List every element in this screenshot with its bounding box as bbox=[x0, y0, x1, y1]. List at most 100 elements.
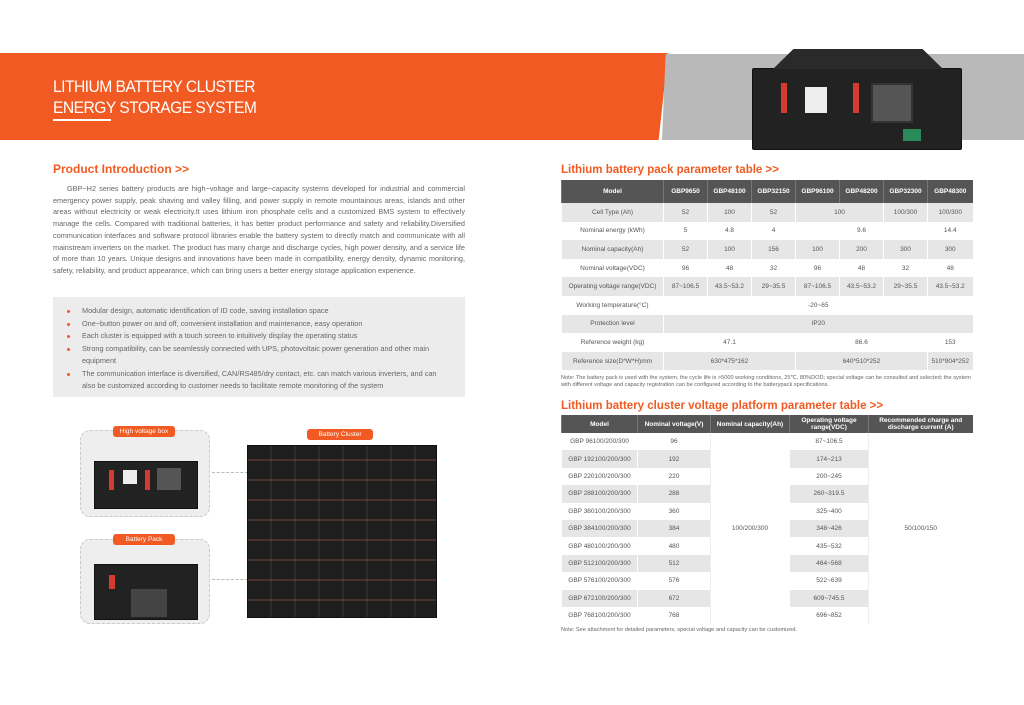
table-row: Reference size(D*W*H)mm 630*475*162 640*51… bbox=[561, 351, 973, 371]
table-cell: 48 bbox=[839, 258, 884, 278]
table-row: Protection level IP20 bbox=[561, 314, 973, 334]
table-cell: 86.6 bbox=[795, 333, 928, 352]
page-title: LITHIUM BATTERY CLUSTER ENERGY STORAGE SY… bbox=[53, 76, 257, 118]
capacity-cell: 100/200/300 bbox=[710, 433, 790, 625]
table-cell: 4 bbox=[751, 221, 796, 241]
column-header: Model bbox=[561, 180, 664, 203]
model-cell: GBP 192100/200/300 bbox=[561, 450, 638, 468]
range-cell: 464~568 bbox=[789, 554, 869, 573]
table-cell: 43.5~53.2 bbox=[927, 277, 973, 296]
table-cell: 52 bbox=[663, 203, 708, 222]
table-cell: 640*510*252 bbox=[795, 351, 928, 371]
pack-table-heading: Lithium battery pack parameter table >> bbox=[561, 164, 779, 176]
model-cell: GBP 512100/200/300 bbox=[561, 554, 638, 573]
table-row: GBP 96100/200/300 96 100/200/300 87~106.5 50… bbox=[561, 433, 973, 625]
table-cell: 52 bbox=[751, 203, 796, 222]
cluster-parameter-table: Model Nominal voltage(V) Nominal capacity(… bbox=[561, 415, 973, 625]
column-header: Recommended charge and discharge current… bbox=[868, 415, 973, 433]
row-label: Nominal voltage(VDC) bbox=[561, 258, 664, 278]
voltage-cell: 512 bbox=[637, 554, 711, 573]
voltage-cell: 288 bbox=[637, 485, 711, 503]
table-cell: 200 bbox=[839, 240, 884, 259]
row-label: Reference weight (kg) bbox=[561, 333, 664, 352]
range-cell: 609~745.5 bbox=[789, 589, 869, 607]
intro-heading: Product Introduction >> bbox=[53, 162, 190, 176]
table-cell: IP20 bbox=[663, 314, 973, 334]
feature-item: One−button power on and off, convenient … bbox=[67, 318, 445, 331]
battery-cluster-image bbox=[247, 445, 437, 618]
column-header: GBP96100 bbox=[795, 180, 840, 203]
table-cell: 5 bbox=[663, 221, 708, 241]
table-row: GBP 480100/200/300 480 435~532 bbox=[561, 537, 973, 555]
row-label: Protection level bbox=[561, 314, 664, 334]
table-cell: 87~106.5 bbox=[663, 277, 708, 296]
table-row: GBP 768100/200/300 768 696~852 bbox=[561, 606, 973, 625]
row-label: Cell Type (Ah) bbox=[561, 203, 664, 222]
model-cell: GBP 96100/200/300 bbox=[561, 433, 638, 451]
table-cell: 43.5~53.2 bbox=[707, 277, 752, 296]
header-band bbox=[0, 53, 668, 140]
table-cell: -20~65 bbox=[663, 295, 973, 315]
table-cell: 100/300 bbox=[883, 203, 928, 222]
table-cell: 510*904*252 bbox=[927, 351, 973, 371]
table-cell: 4.8 bbox=[707, 221, 752, 241]
table-cell: 52 bbox=[663, 240, 708, 259]
table-cell: 87~106.5 bbox=[795, 277, 840, 296]
voltage-cell: 96 bbox=[637, 433, 711, 451]
table-cell: 100 bbox=[707, 203, 752, 222]
row-label: Operating voltage range(VDC) bbox=[561, 277, 664, 296]
range-cell: 696~852 bbox=[789, 606, 869, 625]
column-header: Nominal capacity(Ah) bbox=[710, 415, 790, 433]
table-cell: 100 bbox=[795, 240, 840, 259]
column-header: GBP9650 bbox=[663, 180, 708, 203]
range-cell: 200~245 bbox=[789, 467, 869, 486]
model-cell: GBP 576100/200/300 bbox=[561, 572, 638, 590]
row-label: Nominal energy (kWh) bbox=[561, 221, 664, 241]
table-cell: 100/300 bbox=[927, 203, 973, 222]
column-header: Operating voltage range(VDC) bbox=[789, 415, 869, 433]
voltage-cell: 360 bbox=[637, 502, 711, 520]
current-cell: 50/100/150 bbox=[868, 433, 973, 625]
voltage-cell: 384 bbox=[637, 519, 711, 538]
battery-cluster-label: Battery Cluster bbox=[307, 429, 373, 440]
table-row: GBP 192100/200/300 192 174~213 bbox=[561, 450, 973, 468]
table-row: Nominal capacity(Ah) 52 100 156 100 200 300 300 bbox=[561, 240, 973, 259]
table-cell: 96 bbox=[795, 258, 840, 278]
table-row: GBP 672100/200/300 672 609~745.5 bbox=[561, 589, 973, 607]
range-cell: 522~639 bbox=[789, 572, 869, 590]
table-row: GBP 384100/200/300 384 348~426 bbox=[561, 519, 973, 538]
table-cell: 100 bbox=[707, 240, 752, 259]
feature-item: Modular design, automatic identification… bbox=[67, 305, 445, 318]
table-header-row: Model Nominal voltage(V) Nominal capacity(… bbox=[561, 415, 973, 433]
cluster-table-heading: Lithium battery cluster voltage platform… bbox=[561, 400, 884, 412]
range-cell: 174~213 bbox=[789, 450, 869, 468]
column-header: GBP48100 bbox=[707, 180, 752, 203]
model-cell: GBP 672100/200/300 bbox=[561, 589, 638, 607]
cluster-table-note: Note: See attachment for detailed parame… bbox=[561, 627, 798, 633]
table-row: Operating voltage range(VDC) 87~106.5 43.5… bbox=[561, 277, 973, 296]
title-underline bbox=[53, 119, 111, 121]
range-cell: 348~426 bbox=[789, 519, 869, 538]
table-cell: 9.6 bbox=[795, 221, 928, 241]
voltage-cell: 220 bbox=[637, 467, 711, 486]
row-label: Working temperature(°C) bbox=[561, 295, 664, 315]
feature-item: Strong compatibility, can be seamlessly … bbox=[67, 343, 445, 368]
model-cell: GBP 384100/200/300 bbox=[561, 519, 638, 538]
feature-item: The communication interface is diversifi… bbox=[67, 368, 445, 393]
table-row: Nominal energy (kWh) 5 4.8 4 9.6 14.4 bbox=[561, 221, 973, 241]
range-cell: 260~319.5 bbox=[789, 485, 869, 503]
pack-table-note: Note: The battery pack is used with the … bbox=[561, 375, 971, 388]
table-row: GBP 220100/200/300 220 200~245 bbox=[561, 467, 973, 486]
table-cell: 156 bbox=[751, 240, 796, 259]
hv-box-label: High voltage box bbox=[113, 426, 175, 437]
model-cell: GBP 480100/200/300 bbox=[561, 537, 638, 555]
table-cell: 96 bbox=[663, 258, 708, 278]
voltage-cell: 480 bbox=[637, 537, 711, 555]
model-cell: GBP 768100/200/300 bbox=[561, 606, 638, 625]
hv-box-card bbox=[80, 430, 210, 517]
model-cell: GBP 220100/200/300 bbox=[561, 467, 638, 486]
range-cell: 87~106.5 bbox=[789, 433, 869, 451]
table-row: Nominal voltage(VDC) 96 48 32 96 48 32 48 bbox=[561, 258, 973, 278]
voltage-cell: 768 bbox=[637, 606, 711, 625]
table-cell: 48 bbox=[927, 258, 973, 278]
